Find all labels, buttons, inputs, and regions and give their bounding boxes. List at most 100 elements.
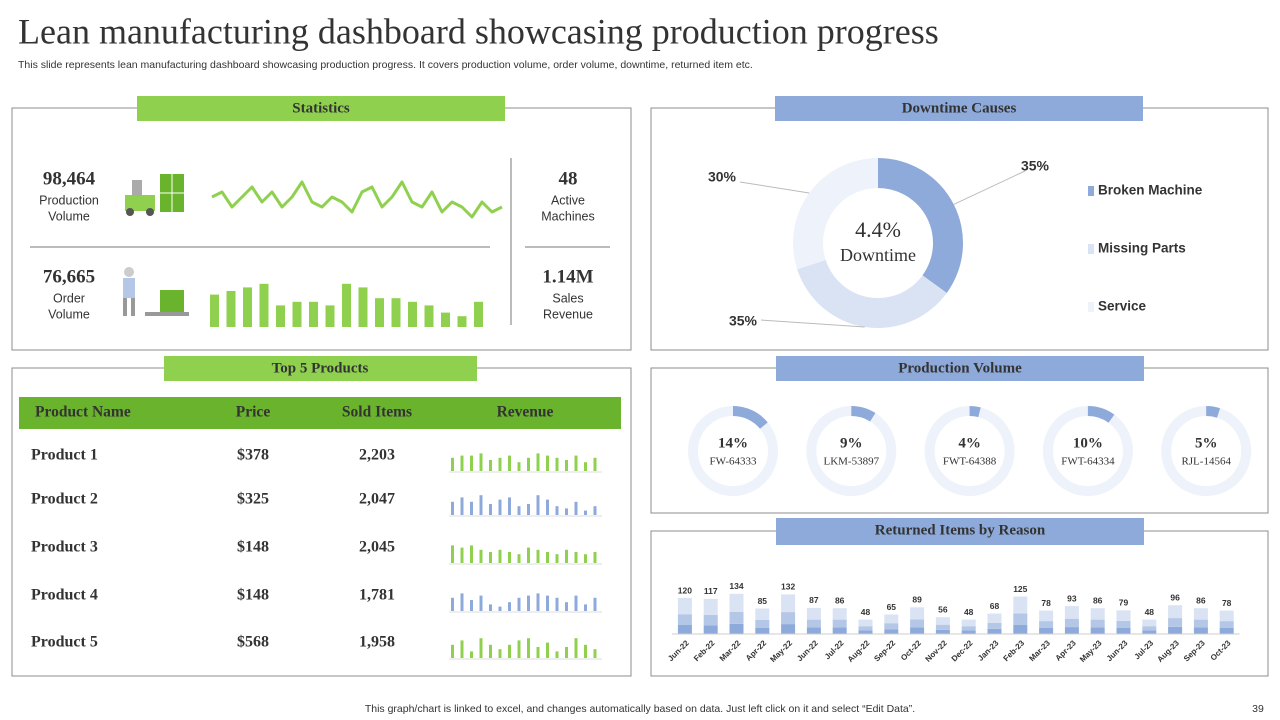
revenue-bar: [517, 506, 521, 515]
revenue-bar: [517, 554, 521, 563]
revenue-bar: [489, 644, 492, 658]
revenue-bar: [555, 597, 559, 611]
statistics-panel: [11, 107, 632, 351]
bar-segment: [755, 608, 770, 620]
bar-segment: [1116, 628, 1131, 634]
bar-segment: [1142, 619, 1157, 627]
table-header: [19, 397, 621, 429]
revenue-bar: [546, 499, 549, 515]
revenue-bar: [489, 552, 492, 563]
sparkline: [211, 180, 503, 219]
bar: [276, 305, 285, 327]
bar-segment: [1116, 610, 1131, 621]
revenue-bar: [536, 647, 540, 658]
revenue-bar: [460, 497, 464, 515]
footer-note: This graph/chart is linked to excel, and…: [365, 703, 915, 715]
revenue-bar: [593, 552, 597, 563]
bar: [342, 283, 351, 327]
total-label: 86: [1093, 595, 1103, 605]
bar-segment: [781, 624, 796, 634]
revenue-bar: [498, 499, 502, 515]
gauge-label: FWT-64334: [1061, 456, 1115, 468]
bar-segment: [1064, 618, 1079, 628]
revenue-bar: [479, 495, 483, 515]
bar: [457, 316, 467, 327]
bar-segment: [987, 622, 1002, 629]
bar-segment: [961, 630, 976, 634]
column-header: Product Name: [35, 404, 131, 421]
revenue-bar: [555, 506, 559, 515]
revenue-bar: [574, 595, 578, 611]
page-number: 39: [1252, 703, 1264, 715]
revenue-bar: [546, 642, 549, 658]
bar: [226, 291, 236, 327]
total-label: 87: [809, 595, 819, 605]
bar-segment: [1193, 627, 1208, 634]
bar-segment: [1064, 627, 1079, 634]
panel-header: [137, 96, 505, 121]
bar-segment: [858, 630, 873, 634]
bar-segment: [1219, 628, 1234, 634]
legend-swatch: [1088, 244, 1094, 254]
revenue-bar: [498, 457, 502, 471]
revenue-bar: [498, 606, 502, 611]
revenue-bar: [451, 545, 454, 563]
revenue-bar: [498, 649, 502, 658]
revenue-bar: [489, 504, 492, 515]
page-title: Lean manufacturing dashboard showcasing …: [18, 11, 939, 51]
kpi-label: Order: [53, 291, 85, 305]
bar-segment: [1193, 608, 1208, 620]
product-sold: 2,203: [359, 447, 395, 464]
data-label: 35%: [1021, 158, 1050, 174]
revenue-bar: [536, 549, 540, 563]
leader-line: [953, 170, 1026, 205]
bar-segment: [935, 629, 950, 634]
data-label: 35%: [729, 313, 758, 329]
bar-segment: [1193, 619, 1208, 628]
revenue-bar: [470, 600, 473, 611]
revenue-bar: [508, 552, 511, 563]
panel-header: [775, 96, 1143, 121]
panel-header: [164, 356, 477, 381]
panel-title: Production Volume: [898, 360, 1022, 376]
bar-segment: [858, 626, 873, 631]
bar-segment: [781, 612, 796, 625]
bar-segment: [1142, 630, 1157, 634]
bar-segment: [806, 619, 821, 628]
revenue-bar: [460, 547, 464, 563]
product-sold: 2,045: [359, 539, 395, 556]
product-sold: 1,958: [359, 634, 395, 651]
revenue-bar: [498, 549, 502, 563]
revenue-bar: [593, 597, 597, 611]
revenue-bar: [470, 455, 473, 471]
total-label: 93: [1067, 593, 1077, 603]
donut-slice: [797, 259, 947, 328]
legend-swatch: [1088, 186, 1094, 196]
revenue-bar: [470, 545, 473, 563]
bar-segment: [910, 619, 925, 628]
total-label: 79: [1119, 598, 1129, 608]
revenue-bar: [584, 644, 587, 658]
revenue-bar: [479, 595, 483, 611]
bar-segment: [781, 594, 796, 613]
data-label: 30%: [708, 169, 737, 185]
revenue-bar: [584, 462, 587, 471]
legend-label: Broken Machine: [1098, 183, 1203, 198]
total-label: 86: [1196, 595, 1206, 605]
revenue-bar: [593, 457, 597, 471]
kpi-value: 98,464: [43, 168, 96, 189]
bar-segment: [1168, 626, 1183, 634]
revenue-bar: [527, 504, 530, 515]
panel-title: Top 5 Products: [272, 360, 369, 376]
revenue-bar: [508, 455, 511, 471]
gauge-arc: [924, 406, 1015, 496]
bar-segment: [935, 617, 950, 625]
legend-label: Missing Parts: [1098, 241, 1186, 256]
bar-segment: [1219, 621, 1234, 628]
bar: [424, 305, 434, 327]
center-label: Downtime: [840, 245, 916, 265]
bar-segment: [1090, 608, 1105, 620]
gauge-value: 10%: [1073, 435, 1103, 451]
revenue-bar: [565, 647, 568, 658]
bar: [309, 301, 318, 327]
